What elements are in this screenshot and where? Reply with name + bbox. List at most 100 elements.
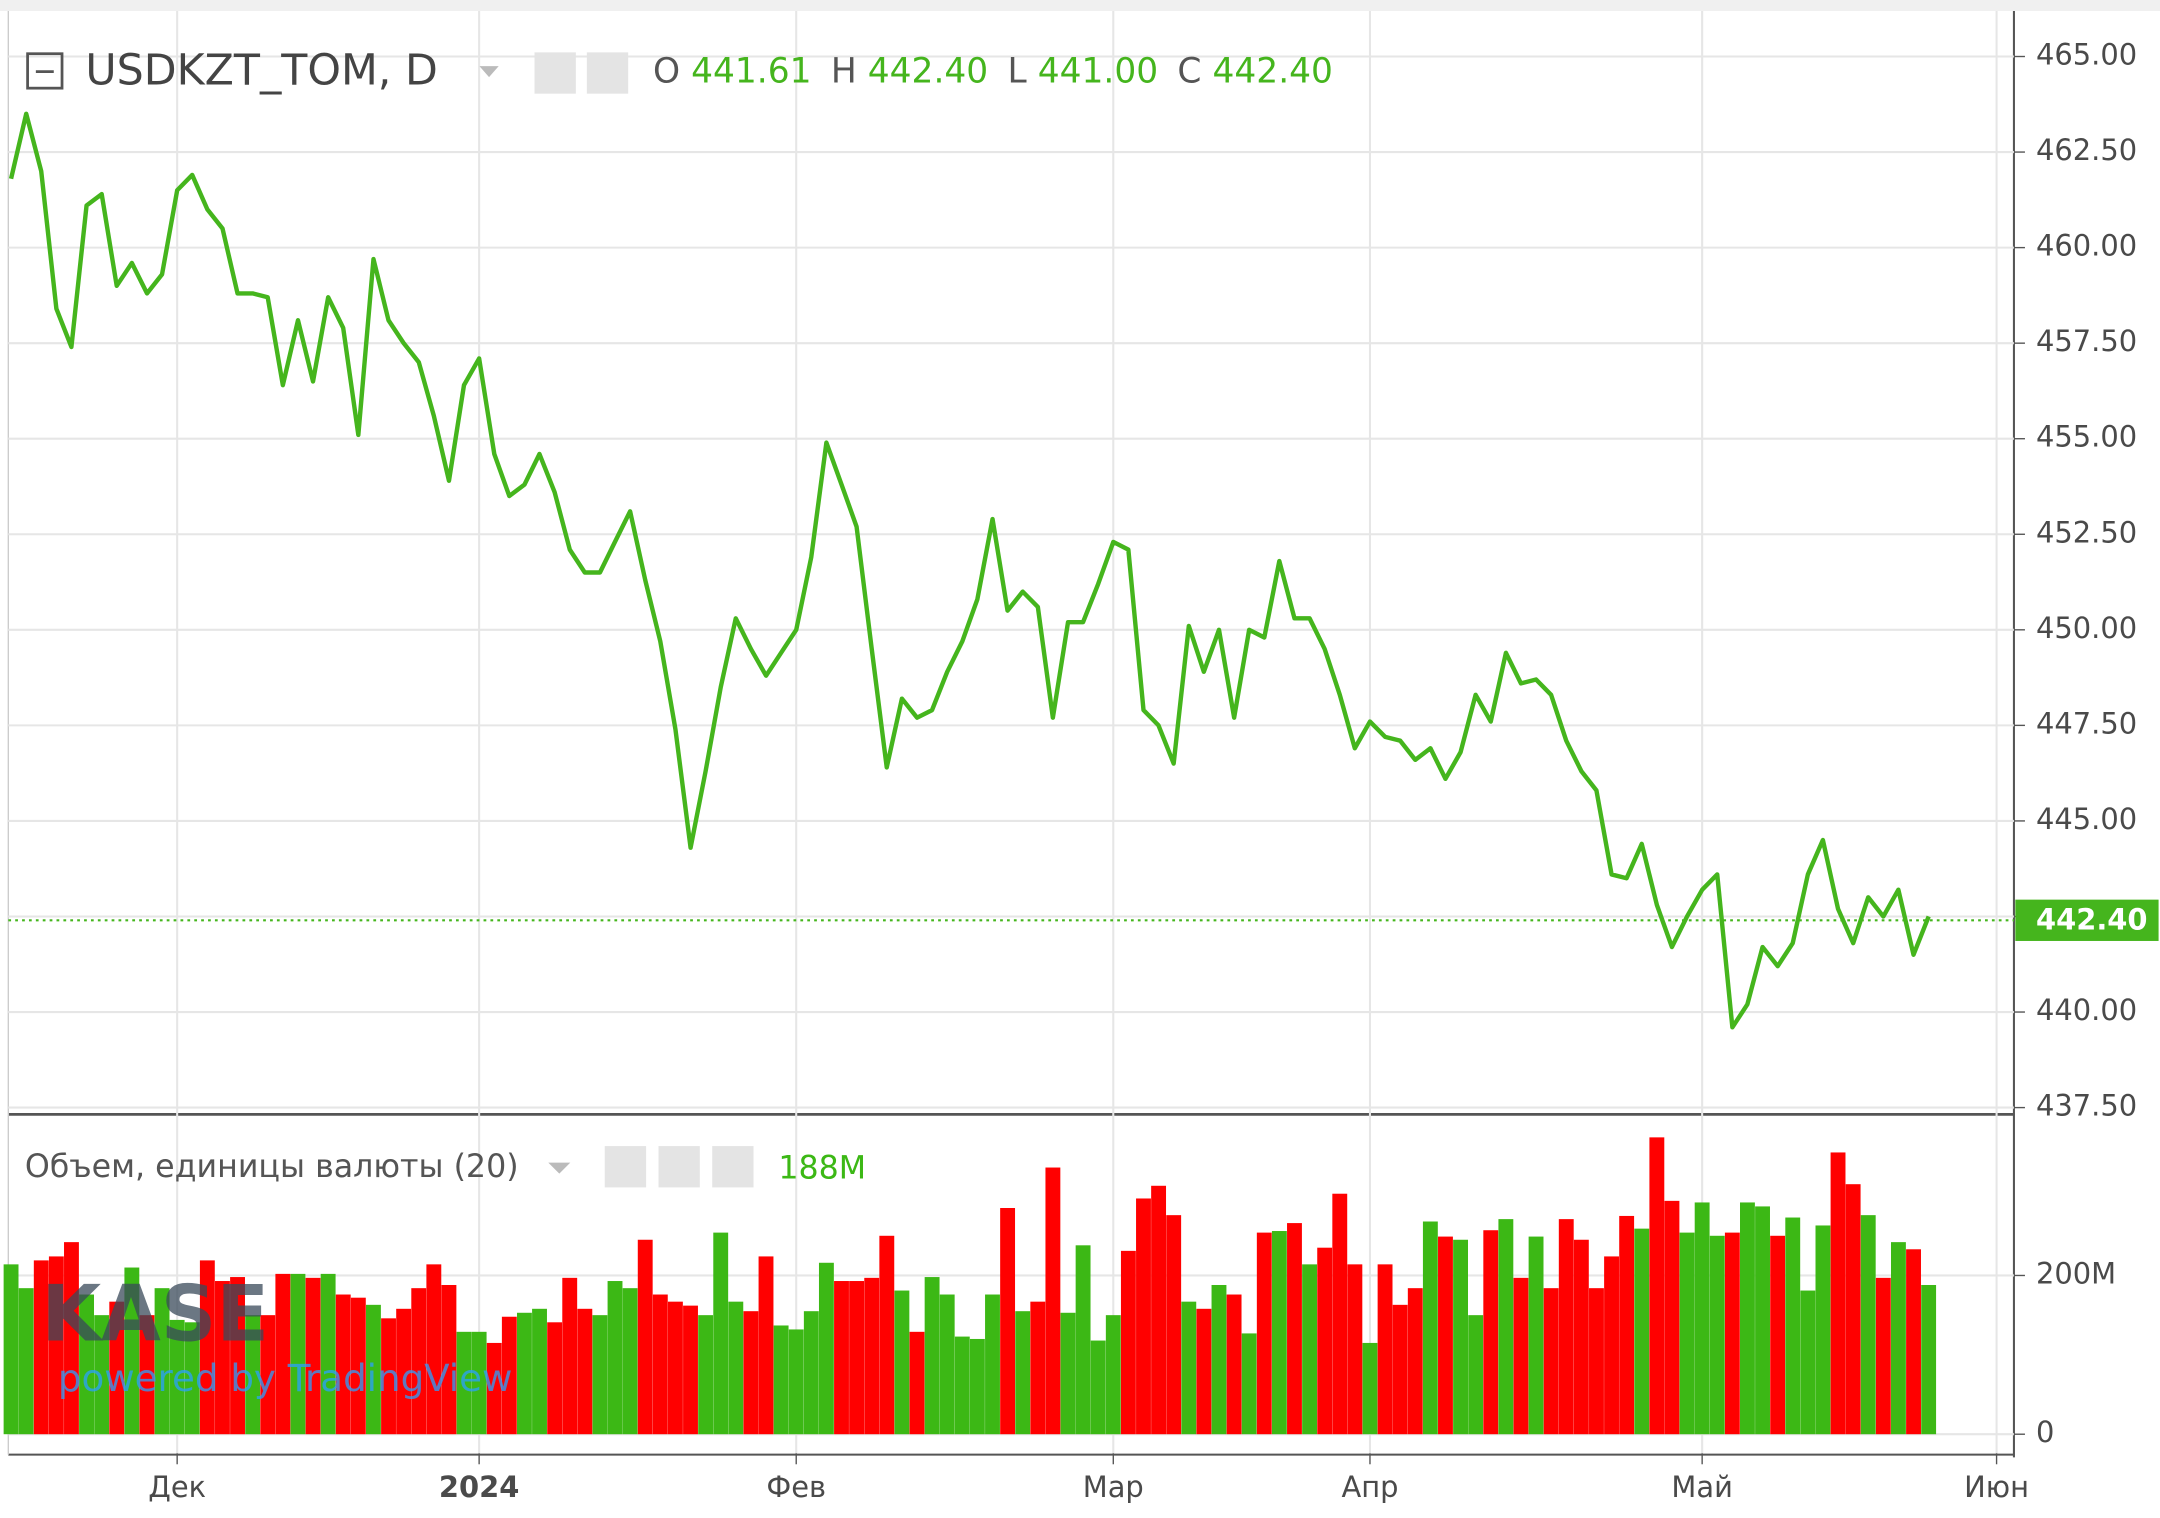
volume-bar	[350, 1297, 366, 1435]
volume-bar	[199, 1260, 215, 1435]
price-plot	[8, 111, 2014, 1030]
volume-bar	[456, 1331, 472, 1435]
volume-bar	[245, 1315, 261, 1435]
y-tick-label: 465.00	[2036, 38, 2137, 72]
volume-bar	[1800, 1290, 1816, 1435]
volume-bar	[1166, 1215, 1182, 1435]
axes: Дек2024ФевМарАпрМайИюн437.50440.00442.50…	[148, 38, 2159, 1504]
volume-bar	[818, 1262, 834, 1435]
volume-bar	[1453, 1239, 1469, 1435]
volume-bar	[154, 1288, 170, 1435]
eye-icon[interactable]	[604, 1146, 647, 1188]
volume-bar	[18, 1288, 34, 1435]
y-tick-label: 445.00	[2036, 802, 2137, 836]
x-tick-label: Мар	[1083, 1470, 1144, 1504]
volume-bar	[1875, 1277, 1891, 1435]
x-tick-label: 2024	[439, 1470, 519, 1504]
volume-bar	[939, 1294, 955, 1435]
volume-bar	[1090, 1340, 1106, 1435]
ohlc-key: C	[1177, 52, 1201, 92]
ohlc-value: 442.40	[868, 52, 988, 92]
ohlc-value: 442.40	[1213, 52, 1333, 92]
volume-bar	[1906, 1249, 1921, 1435]
dropdown-icon[interactable]	[548, 1162, 571, 1174]
volume-bar	[1724, 1232, 1740, 1435]
volume-bar	[1120, 1250, 1136, 1435]
volume-bar	[1196, 1308, 1212, 1435]
volume-bar	[320, 1273, 336, 1435]
volume-bar	[1770, 1235, 1786, 1435]
volume-bar	[864, 1277, 880, 1435]
volume-bar	[803, 1311, 819, 1435]
volume-bar	[1332, 1193, 1348, 1435]
settings-icon[interactable]	[658, 1146, 700, 1188]
y-tick-label: 457.50	[2036, 324, 2137, 358]
volume-bar	[1241, 1333, 1257, 1435]
volume-bar	[305, 1277, 321, 1435]
y-tick-label: 447.50	[2036, 706, 2137, 740]
watermark-logo: KASE	[41, 1270, 269, 1360]
y-tick-label: 462.50	[2036, 133, 2137, 167]
volume-bar	[215, 1281, 230, 1435]
volume-bar	[1573, 1239, 1589, 1435]
volume-bar	[1000, 1208, 1016, 1435]
volume-bar	[366, 1304, 381, 1435]
y-tick-label: 440.00	[2036, 993, 2137, 1027]
last-price-box	[2015, 899, 2159, 941]
x-tick-label: Дек	[148, 1470, 206, 1504]
volume-bar	[1181, 1301, 1197, 1435]
volume-bar	[109, 1301, 125, 1435]
volume-bar	[1317, 1247, 1333, 1435]
volume-bar	[1543, 1288, 1559, 1435]
volume-bar	[1407, 1288, 1423, 1435]
volume-bar	[1558, 1219, 1574, 1435]
volume-bar	[1845, 1184, 1861, 1435]
volume-bar	[1528, 1236, 1544, 1435]
volume-bar	[94, 1315, 110, 1435]
y-tick-label: 450.00	[2036, 611, 2137, 645]
volume-bar	[1483, 1230, 1499, 1435]
collapse-icon[interactable]	[26, 52, 64, 90]
volume-bar	[33, 1260, 49, 1435]
volume-bar	[562, 1277, 578, 1435]
volume-bar	[1045, 1167, 1061, 1435]
volume-bar	[1860, 1215, 1876, 1435]
volume-bar	[834, 1281, 849, 1435]
volume-bar	[1377, 1264, 1393, 1435]
volume-bar	[1664, 1200, 1680, 1435]
ohlc-key: L	[1007, 52, 1026, 92]
volume-bar	[577, 1308, 593, 1435]
volume-bar	[169, 1319, 185, 1435]
volume-bar	[909, 1331, 925, 1435]
volume-value: 188M	[778, 1150, 866, 1186]
eye-icon[interactable]	[534, 52, 576, 94]
volume-bar	[411, 1288, 427, 1435]
volume-bar	[139, 1315, 155, 1435]
volume-bar	[260, 1315, 276, 1435]
volume-bar	[290, 1273, 306, 1435]
dropdown-icon[interactable]	[479, 66, 499, 78]
volume-bar	[547, 1322, 563, 1435]
close-icon[interactable]	[712, 1146, 754, 1188]
settings-icon[interactable]	[586, 52, 629, 94]
volume-bar	[592, 1315, 608, 1435]
volume-bar	[1815, 1225, 1831, 1435]
ohlc-value: 441.61	[691, 52, 811, 92]
volume-bar	[1030, 1301, 1046, 1435]
watermark-text: powered by TradingView	[58, 1356, 513, 1400]
y-tick-label: 460.00	[2036, 229, 2137, 263]
ohlc: O 441.61 H 442.40 L 441.00 C 442.40	[653, 52, 1333, 92]
volume-bar	[441, 1284, 457, 1435]
y-tick-label: 437.50	[2036, 1089, 2137, 1123]
volume-bar	[1438, 1236, 1453, 1435]
volume-bar	[713, 1232, 729, 1435]
volume-bar	[335, 1294, 351, 1435]
volume-bar	[124, 1267, 140, 1435]
volume-bar	[1513, 1277, 1529, 1435]
volume-bar	[79, 1294, 94, 1435]
volume-bar	[3, 1264, 19, 1435]
volume-bar	[1709, 1235, 1725, 1435]
volume-bar	[275, 1273, 291, 1435]
volume-bar	[1830, 1152, 1846, 1435]
